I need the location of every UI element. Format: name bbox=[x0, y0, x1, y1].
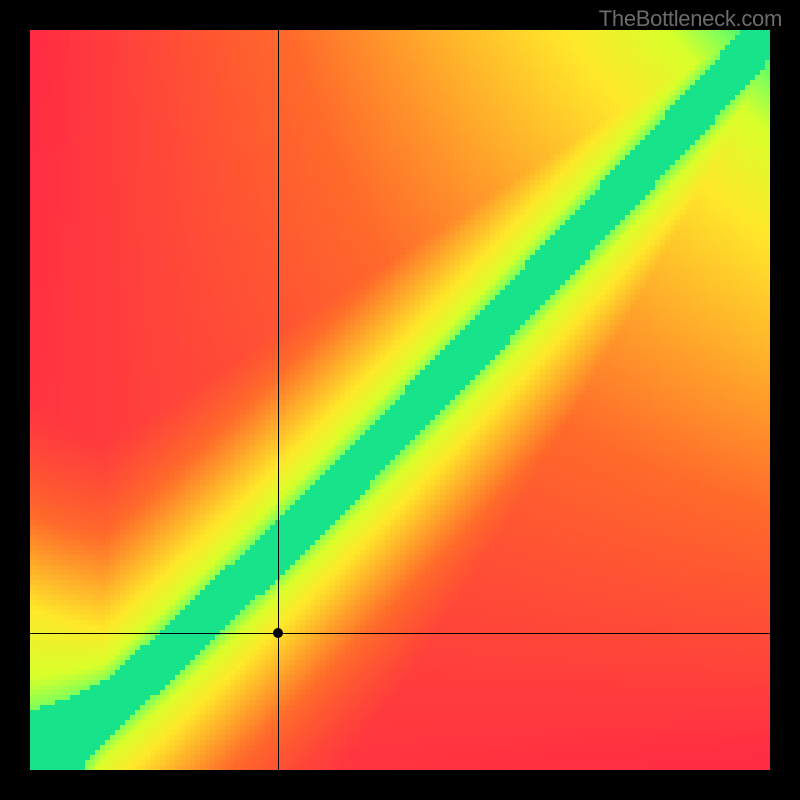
heatmap-canvas bbox=[30, 30, 770, 770]
watermark-text: TheBottleneck.com bbox=[599, 6, 782, 32]
chart-container: TheBottleneck.com bbox=[0, 0, 800, 800]
heatmap-plot bbox=[30, 30, 770, 770]
